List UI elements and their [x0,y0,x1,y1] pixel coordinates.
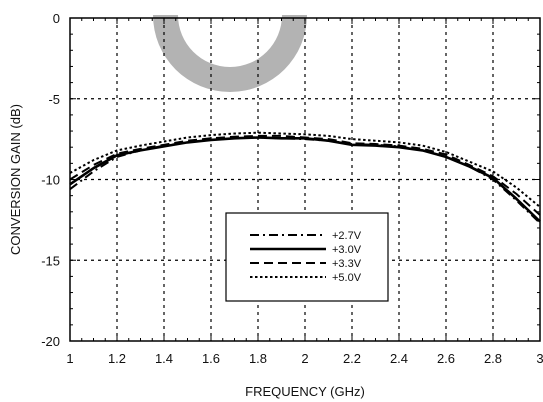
y-tick-label: -10 [41,173,60,188]
x-tick-label: 2 [301,351,308,366]
legend: +2.7V +3.0V +3.3V +5.0V [225,212,389,302]
series-line-33v [69,134,541,216]
legend-label: +3.3V [332,258,362,270]
x-tick-label: 2.6 [437,351,455,366]
x-tick-label: 2.2 [343,351,361,366]
legend-label: +2.7V [332,230,362,242]
x-tick-label: 1.2 [108,351,126,366]
legend-box [225,212,389,302]
x-tick-label: 1 [66,351,73,366]
y-tick-label: -15 [41,253,60,268]
y-axis-title: CONVERSION GAIN (dB) [8,104,23,255]
y-tick-labels: 0 -5 -10 -15 -20 [41,11,60,349]
y-tick-label: -5 [48,92,60,107]
legend-label: +3.0V [332,244,362,256]
x-tick-labels: 1 1.2 1.4 1.6 1.8 2 2.2 2.4 2.6 2.8 3 [66,351,543,366]
watermark-ring [153,15,307,92]
y-tick-label: 0 [53,11,60,26]
axis-ticks [69,17,541,342]
x-axis-title: FREQUENCY (GHz) [245,384,365,399]
x-tick-label: 1.4 [155,351,173,366]
x-tick-label: 1.8 [249,351,267,366]
x-tick-label: 2.8 [484,351,502,366]
y-tick-label: -20 [41,334,60,349]
grid-lines [70,18,540,341]
x-tick-label: 1.6 [202,351,220,366]
x-tick-label: 3 [536,351,543,366]
series-line-50v [69,131,541,208]
legend-label: +5.0V [332,272,362,284]
x-tick-label: 2.4 [390,351,408,366]
series-lines [69,131,541,224]
watermark-logo [153,15,307,92]
